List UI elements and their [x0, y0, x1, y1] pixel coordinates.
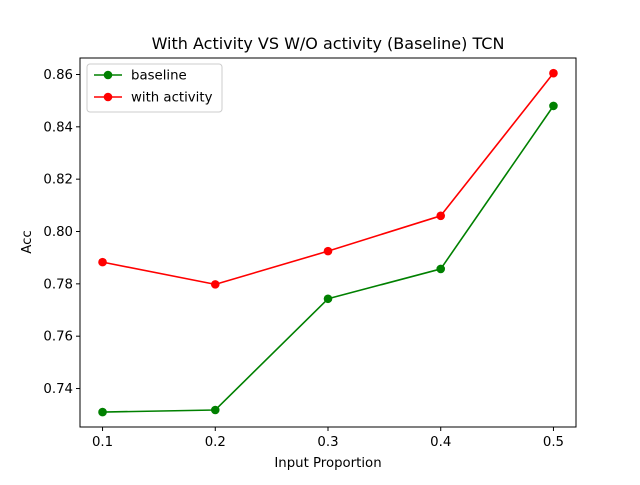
data-point-with-activity — [323, 246, 333, 256]
y-tick-label: 0.76 — [43, 330, 73, 345]
x-axis-ticks: 0.1 0.2 0.3 0.4 0.5 — [92, 427, 564, 450]
legend-swatch-marker-baseline — [103, 70, 113, 80]
x-axis-title: Input Proportion — [274, 456, 381, 471]
data-point-baseline — [210, 405, 220, 415]
x-tick-label: 0.1 — [92, 435, 113, 450]
y-axis-ticks: 0.74 0.76 0.78 0.80 0.82 0.84 0.86 — [43, 68, 80, 397]
data-point-baseline — [323, 294, 333, 304]
y-tick-label: 0.84 — [43, 120, 73, 135]
x-tick-label: 0.5 — [543, 435, 564, 450]
chart-title: With Activity VS W/O activity (Baseline)… — [152, 34, 505, 53]
legend: baseline with activity — [86, 63, 223, 113]
x-tick-label: 0.4 — [430, 435, 451, 450]
legend-box — [86, 63, 223, 113]
series-layer — [98, 68, 558, 417]
legend-label-with-activity: with activity — [131, 91, 213, 106]
legend-swatch-marker-with-activity — [103, 92, 113, 102]
x-tick-label: 0.2 — [205, 435, 226, 450]
x-tick-label: 0.3 — [317, 435, 338, 450]
y-tick-label: 0.82 — [43, 173, 73, 188]
y-axis-title: Acc — [20, 230, 35, 253]
data-point-with-activity — [98, 257, 107, 267]
y-tick-label: 0.78 — [43, 277, 73, 292]
y-tick-label: 0.80 — [43, 225, 73, 240]
data-point-with-activity — [549, 68, 558, 78]
data-point-baseline — [98, 407, 107, 417]
y-tick-label: 0.86 — [43, 68, 73, 83]
y-tick-label: 0.74 — [43, 382, 73, 397]
data-point-baseline — [549, 101, 558, 111]
legend-label-baseline: baseline — [131, 69, 187, 84]
data-point-with-activity — [436, 211, 446, 221]
data-point-with-activity — [210, 280, 220, 289]
data-point-baseline — [436, 264, 446, 274]
